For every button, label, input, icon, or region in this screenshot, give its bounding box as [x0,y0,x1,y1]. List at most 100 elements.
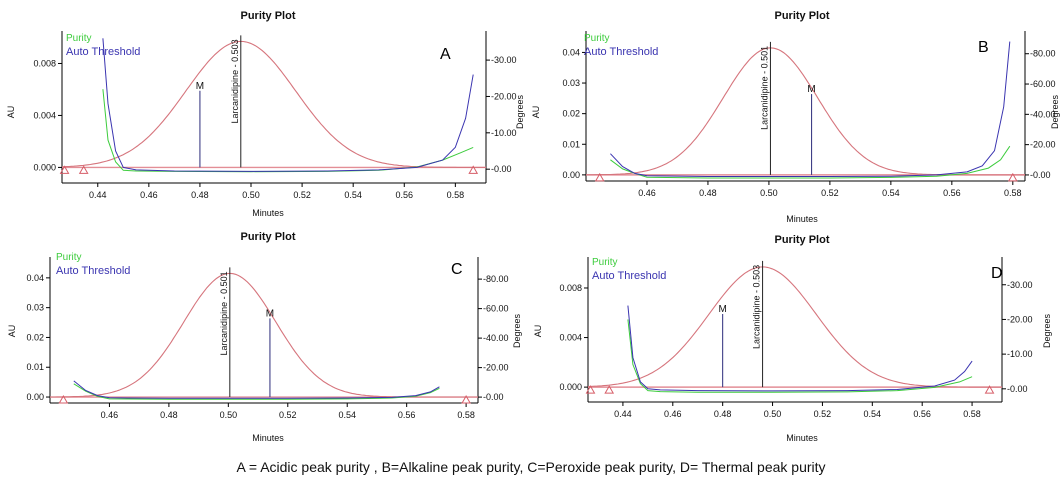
x-axis-label: Minutes [786,214,818,224]
chart-title: Purity Plot [774,234,829,246]
y-axis-label: AU [531,106,541,119]
baseline-triangle-marker [461,395,471,404]
peak-label: Larcanidipine - 0.503 [752,265,762,349]
legend-purity: Purity [66,33,92,44]
legend-auto-threshold: Auto Threshold [584,46,658,58]
baseline-triangle-marker [585,385,596,394]
figure-caption: A = Acidic peak purity , B=Alkaline peak… [236,459,826,475]
y-tick-label: 0.004 [33,110,56,120]
x-tick-label: 0.52 [814,409,832,419]
y-tick-label: 0.000 [559,382,582,392]
y2-axis-label: Degrees [512,313,522,348]
x-tick-label: 0.52 [821,188,839,198]
y-tick-label: 0.00 [562,170,580,180]
x-tick-label: 0.56 [398,410,416,420]
legend-purity: Purity [584,33,610,44]
x-tick-label: 0.50 [242,190,260,200]
x-axis-label: Minutes [252,433,284,443]
marker-label: M [196,81,204,92]
auto-threshold-series-line [627,305,973,392]
x-axis-label: Minutes [252,208,284,218]
baseline-triangle-marker [604,385,615,394]
legend-auto-threshold: Auto Threshold [66,46,140,58]
x-tick-label: 0.54 [338,410,356,420]
x-tick-label: 0.58 [447,190,465,200]
x-tick-label: 0.48 [191,190,209,200]
panel-letter: B [978,39,989,56]
y2-tick-label: -60.00 [483,304,509,314]
y2-tick-label: -20.00 [491,91,517,101]
auto-threshold-series-line [102,38,474,172]
y2-tick-label: -30.00 [491,55,517,65]
panel-letter: A [440,46,451,63]
y2-tick-label: -40.00 [483,333,509,343]
y2-tick-label: -30.00 [1007,280,1033,290]
y2-tick-label: -0.00 [483,392,504,402]
x-tick-label: 0.56 [395,190,413,200]
y-tick-label: 0.000 [33,162,56,172]
auto-threshold-series-line [73,380,440,399]
x-tick-label: 0.56 [913,409,931,419]
panel-a: Purity Plot 0.44 0.46 0.48 0.50 0.52 0.54 0.56 0… [6,10,525,218]
y-axis-label: AU [6,106,16,119]
y-tick-label: 0.01 [562,139,580,149]
y-tick-label: 0.02 [562,109,580,119]
x-tick-label: 0.46 [638,188,656,198]
baseline-triangle-marker [468,165,479,174]
x-tick-label: 0.48 [714,409,732,419]
baseline-triangle-marker [594,172,605,182]
y2-tick-label: -40.00 [1030,109,1056,119]
y-axis-label: AU [7,325,17,338]
x-tick-label: 0.46 [664,409,682,419]
x-tick-label: 0.44 [614,409,632,419]
x-axis-label: Minutes [786,433,818,443]
y2-tick-label: -0.00 [1007,384,1028,394]
y-tick-label: 0.03 [562,78,580,88]
y2-tick-label: -10.00 [1007,349,1033,359]
y2-axis-label: Degrees [1042,313,1052,348]
x-tick-label: 0.50 [760,188,778,198]
purity-plots-svg: Purity Plot 0.44 0.46 0.48 0.50 0.52 0.54 0.56 0… [6,10,1060,443]
auto-threshold-series-line [610,41,1011,177]
marker-label: M [807,84,815,95]
x-tick-label: 0.50 [764,409,782,419]
y-tick-label: 0.02 [26,332,44,342]
y2-tick-label: -20.00 [483,363,509,373]
baseline-triangle-marker [1007,172,1018,182]
y-tick-label: 0.008 [559,283,582,293]
y-axis-label: AU [533,325,543,338]
y2-axis-label: Degrees [1050,94,1060,129]
purity-series-line [73,383,440,400]
y-tick-label: 0.01 [26,362,44,372]
panel-d: Purity Plot 0.44 0.46 0.48 0.50 0.52 0.54 0.56 0… [533,234,1052,443]
chart-title: Purity Plot [240,10,295,22]
legend-auto-threshold: Auto Threshold [592,270,666,282]
y2-tick-label: -60.00 [1030,79,1056,89]
panel-letter: C [451,261,463,278]
baseline-triangle-marker [78,165,89,174]
x-tick-label: 0.54 [882,188,900,198]
marker-label: M [266,308,274,319]
x-tick-label: 0.54 [344,190,362,200]
x-tick-label: 0.48 [699,188,717,198]
y-tick-label: 0.04 [562,47,580,57]
peak-curve [586,47,1025,176]
legend-auto-threshold: Auto Threshold [56,265,130,277]
x-tick-label: 0.52 [293,190,311,200]
peak-curve [50,272,478,398]
panel-b: Purity Plot 0.46 0.48 0.50 0.52 0.54 0.56 0.58 0… [531,10,1060,224]
chart-title: Purity Plot [240,231,295,243]
x-tick-label: 0.58 [1004,188,1022,198]
purity-series-line [627,319,973,393]
peak-label: Larcanidipine - 0.503 [230,39,240,123]
y2-axis-label: Degrees [515,94,525,129]
y2-tick-label: -80.00 [483,274,509,284]
marker-label: M [719,304,727,315]
legend-purity: Purity [592,257,618,268]
x-tick-label: 0.44 [89,190,107,200]
panel-letter: D [991,265,1003,282]
x-tick-label: 0.56 [943,188,961,198]
baseline-triangle-marker [58,395,69,404]
purity-series-line [102,89,474,173]
